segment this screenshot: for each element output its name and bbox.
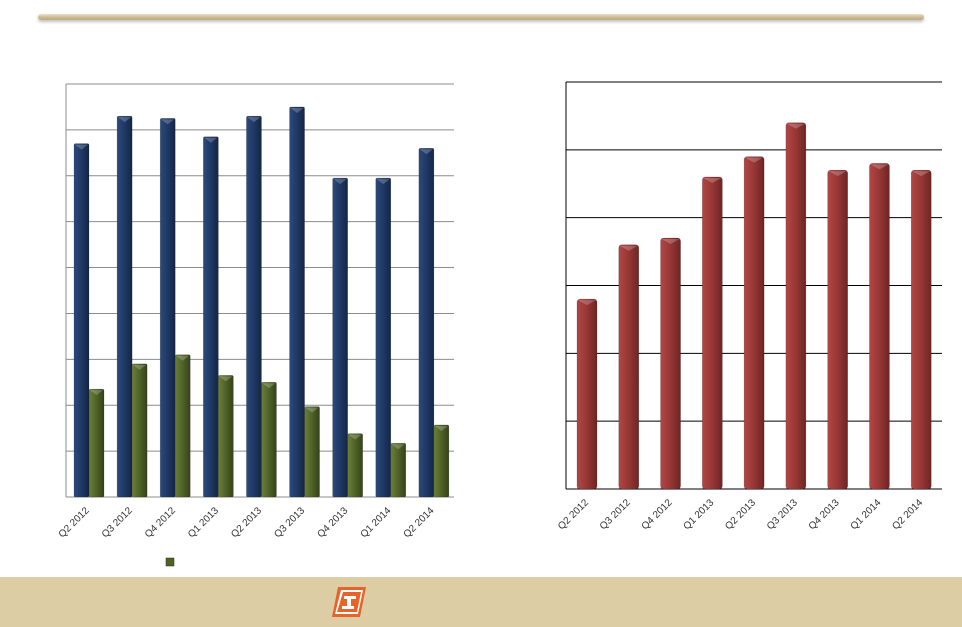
bar-bevel [219, 376, 233, 382]
bar-bevel [348, 434, 362, 440]
x-tick-label: Q1 2014 [849, 497, 884, 532]
bar-2-q2-2014 [433, 424, 450, 498]
bar-1-q2-2012 [576, 298, 598, 490]
bar-bevel [333, 179, 347, 185]
bar-1-q2-2014 [910, 169, 932, 490]
bar-2-q3-2013 [304, 406, 320, 498]
x-tick-label: Q4 2012 [143, 505, 178, 540]
bar-1-q3-2013 [785, 122, 807, 490]
x-tick-label: Q4 2013 [807, 497, 842, 532]
bar-1-q2-2012 [73, 143, 90, 498]
bar-1-q4-2012 [660, 237, 681, 490]
bar-1-q4-2013 [827, 169, 848, 490]
bar-2-q4-2012 [174, 354, 191, 498]
bar-1-q4-2012 [159, 118, 176, 498]
x-tick-label: Q3 2012 [598, 497, 633, 532]
bar-1-q3-2013 [289, 106, 305, 498]
x-tick-label: Q2 2013 [229, 505, 264, 540]
x-tick-label: Q2 2014 [890, 497, 925, 532]
bar-2-q1-2013 [218, 375, 234, 498]
left-bars [73, 106, 450, 498]
x-tick-label: Q4 2013 [315, 505, 350, 540]
bar-2-q2-2012 [88, 388, 105, 498]
x-tick-label: Q3 2012 [100, 505, 135, 540]
bar-bevel [786, 123, 805, 129]
bar-bevel [204, 137, 218, 143]
left-x-tick-labels: Q2 2012 Q3 2012 Q4 2012 Q1 2013 Q2 2013 Q3 20… [57, 505, 437, 540]
bar-bevel [290, 107, 304, 113]
x-tick-label: Q3 2013 [272, 505, 307, 540]
bar-bevel [661, 239, 680, 245]
bar-bevel [118, 117, 132, 123]
bar-2-q1-2014 [390, 443, 407, 498]
bar-bevel [161, 119, 175, 125]
bar-1-q4-2013 [332, 177, 348, 498]
bar-bevel [391, 444, 405, 450]
footer-bar [0, 577, 962, 627]
x-tick-label: Q2 2013 [723, 497, 758, 532]
bar-1-q1-2013 [702, 176, 723, 490]
bar-bevel [75, 144, 88, 150]
bar-bevel [703, 177, 722, 183]
bar-2-q4-2013 [347, 433, 363, 498]
right-bars [576, 122, 932, 490]
bar-chart-right: Q2 2012 Q3 2012 Q4 2012 Q1 2013 Q2 2013 Q3 20… [556, 81, 942, 532]
x-tick-label: Q1 2013 [186, 505, 221, 540]
bar-bevel [376, 179, 390, 185]
bar-bevel [434, 425, 448, 431]
bar-bevel [578, 300, 596, 306]
x-tick-label: Q1 2013 [681, 497, 716, 532]
bar-bevel [262, 383, 276, 389]
bar-1-q3-2012 [618, 244, 640, 490]
x-tick-label: Q2 2012 [556, 497, 591, 532]
bar-bevel [745, 157, 764, 163]
bar-1-q1-2014 [869, 163, 890, 490]
x-tick-label: Q2 2012 [57, 505, 92, 540]
bar-bevel [305, 407, 319, 413]
bar-bevel [133, 364, 147, 370]
bar-1-q3-2012 [116, 115, 133, 498]
bar-bevel [870, 164, 889, 170]
bar-bevel [619, 245, 638, 251]
bar-1-q2-2013 [246, 115, 262, 498]
bar-bevel [419, 149, 433, 155]
bar-2-q2-2013 [261, 381, 277, 498]
x-tick-label: Q4 2012 [640, 497, 675, 532]
bar-bevel [176, 355, 190, 361]
bar-chart-left: Q2 2012 Q3 2012 Q4 2012 Q1 2013 Q2 2013 Q3 20… [57, 83, 454, 567]
company-logo-icon [332, 587, 366, 617]
bar-1-q2-2014 [418, 147, 435, 498]
x-tick-label: Q2 2014 [402, 505, 437, 540]
bar-bevel [828, 171, 847, 177]
x-tick-label: Q1 2014 [359, 505, 394, 540]
bar-bevel [247, 117, 261, 123]
right-x-tick-labels: Q2 2012 Q3 2012 Q4 2012 Q1 2013 Q2 2013 Q3 20… [556, 497, 925, 532]
x-tick-label: Q3 2013 [765, 497, 800, 532]
bar-1-q2-2013 [743, 156, 765, 490]
legend-swatch-series-2 [165, 557, 175, 567]
bar-1-q1-2014 [375, 177, 392, 498]
bar-bevel [912, 171, 931, 177]
header-rule [38, 14, 924, 20]
bar-bevel [90, 390, 103, 396]
bar-2-q3-2012 [131, 363, 148, 498]
bar-1-q1-2013 [203, 136, 219, 498]
